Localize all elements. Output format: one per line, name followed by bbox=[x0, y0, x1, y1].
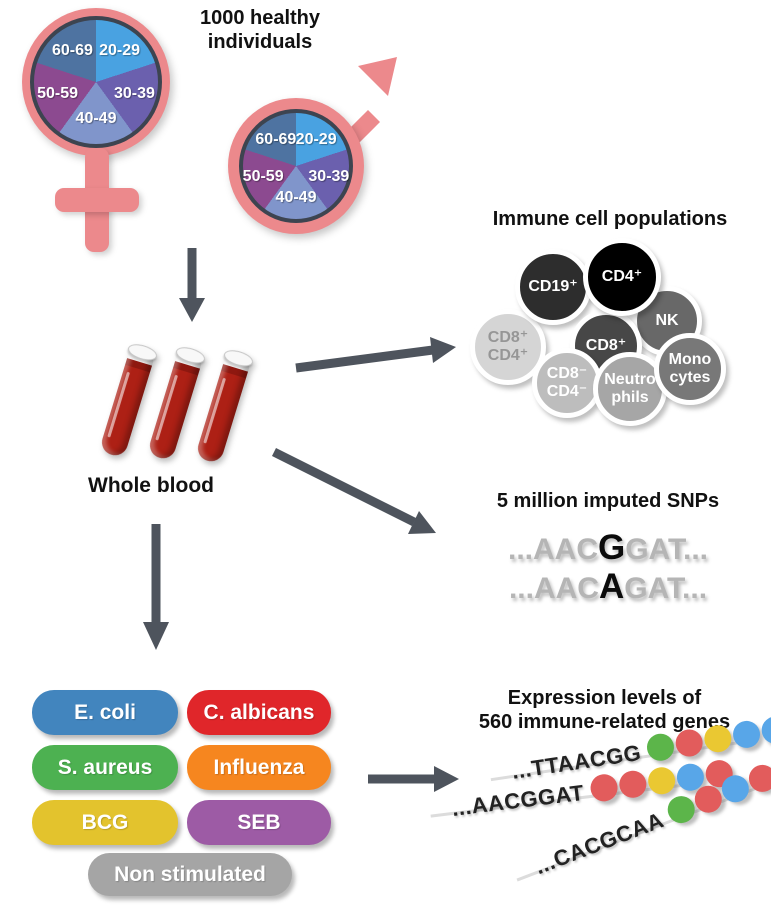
arrow-blood-to-snps bbox=[271, 447, 436, 534]
female-symbol-icon: 20-29 30-39 40-49 50-59 60-69 bbox=[22, 8, 170, 156]
arrow-stimuli-to-expression bbox=[368, 766, 459, 792]
main-title-line2: individuals bbox=[207, 31, 313, 53]
stimulus-s-aureus: S. aureus bbox=[32, 745, 178, 790]
expression-title: Expression levels of 560 immune-related … bbox=[438, 686, 771, 734]
seq-suffix: GAT... bbox=[624, 572, 708, 605]
snp-sequence-variant: ...AACAGAT... bbox=[452, 568, 764, 607]
expression-dot-blue bbox=[731, 719, 763, 750]
age-label-20-29: 20-29 bbox=[99, 42, 141, 59]
stimulus-seb: SEB bbox=[187, 800, 331, 845]
cell-label: CD8⁺ bbox=[487, 329, 529, 346]
age-label-20-29: 20-29 bbox=[295, 130, 337, 148]
cell-label: Mono bbox=[668, 351, 712, 368]
snps-section: 5 million imputed SNPs ...AACGGAT... ...… bbox=[452, 490, 764, 607]
stimulus-non-stimulated: Non stimulated bbox=[88, 853, 292, 896]
expression-dot-red bbox=[588, 772, 620, 803]
stimulus-e-coli: E. coli bbox=[32, 690, 178, 735]
seq-prefix: ...AAC bbox=[507, 533, 598, 566]
age-label-30-39: 30-39 bbox=[113, 85, 155, 103]
snp-allele-g: G bbox=[597, 528, 626, 567]
cell-label: NK bbox=[655, 312, 679, 329]
female-symbol-cross-horizontal bbox=[55, 188, 139, 212]
cell-label: CD4⁺ bbox=[487, 347, 529, 364]
main-title-line1: 1000 healthy bbox=[199, 7, 321, 29]
cell-cd8-neg-cd4-neg: CD8⁻ CD4⁻ bbox=[532, 348, 602, 418]
age-label-40-49: 40-49 bbox=[75, 110, 117, 128]
stimulus-bcg: BCG bbox=[32, 800, 178, 845]
expression-title-line2: 560 immune-related genes bbox=[478, 711, 731, 733]
cell-label: Neutro bbox=[604, 371, 656, 388]
age-label-40-49: 40-49 bbox=[275, 188, 317, 206]
age-label-60-69: 60-69 bbox=[255, 130, 297, 148]
arrow-individuals-to-blood bbox=[179, 248, 205, 322]
snp-allele-a: A bbox=[598, 567, 625, 606]
expression-title-line1: Expression levels of bbox=[507, 687, 702, 709]
cell-label: phils bbox=[611, 389, 649, 406]
expression-dot-red bbox=[617, 769, 648, 800]
cell-monocytes: Mono cytes bbox=[654, 333, 726, 405]
age-label-50-59: 50-59 bbox=[37, 85, 79, 103]
expression-dot-yellow bbox=[702, 723, 734, 754]
main-title: 1000 healthy individuals bbox=[175, 6, 345, 54]
expression-dot-blue bbox=[760, 714, 771, 746]
male-symbol-icon: 20-29 30-39 40-49 50-59 60-69 bbox=[228, 98, 364, 234]
age-label-30-39: 30-39 bbox=[308, 167, 350, 185]
cell-cd4-positive: CD4⁺ bbox=[583, 238, 661, 316]
female-age-pie-chart: 20-29 30-39 40-49 50-59 60-69 bbox=[30, 16, 162, 148]
seq-suffix: GAT... bbox=[625, 533, 708, 566]
age-label-60-69: 60-69 bbox=[51, 42, 93, 59]
stimulus-c-albicans: C. albicans bbox=[187, 690, 331, 735]
seq-prefix: ...AAC bbox=[508, 572, 599, 605]
whole-blood-label: Whole blood bbox=[88, 474, 214, 497]
age-label-50-59: 50-59 bbox=[242, 167, 284, 185]
cell-label: CD4⁻ bbox=[546, 383, 588, 400]
snp-sequence-reference: ...AACGGAT... bbox=[452, 529, 764, 568]
cell-label: CD8⁻ bbox=[546, 365, 588, 382]
expression-dot-green bbox=[645, 731, 677, 763]
arrow-blood-to-stimuli bbox=[143, 524, 169, 650]
arrow-blood-to-cells bbox=[295, 337, 456, 373]
cell-label: cytes bbox=[669, 369, 711, 386]
expression-dot-red bbox=[674, 727, 705, 759]
male-age-pie-chart: 20-29 30-39 40-49 50-59 60-69 bbox=[239, 109, 353, 223]
expression-dot-yellow bbox=[646, 765, 677, 796]
snps-title: 5 million imputed SNPs bbox=[496, 490, 720, 512]
stimulus-influenza: Influenza bbox=[187, 745, 331, 790]
cell-label: CD8⁺ bbox=[585, 337, 627, 354]
cell-label: CD4⁺ bbox=[601, 268, 643, 285]
immune-cells-title: Immune cell populations bbox=[492, 208, 728, 230]
cell-cd19-positive: CD19⁺ bbox=[515, 249, 591, 325]
cell-label: CD19⁺ bbox=[528, 278, 578, 295]
